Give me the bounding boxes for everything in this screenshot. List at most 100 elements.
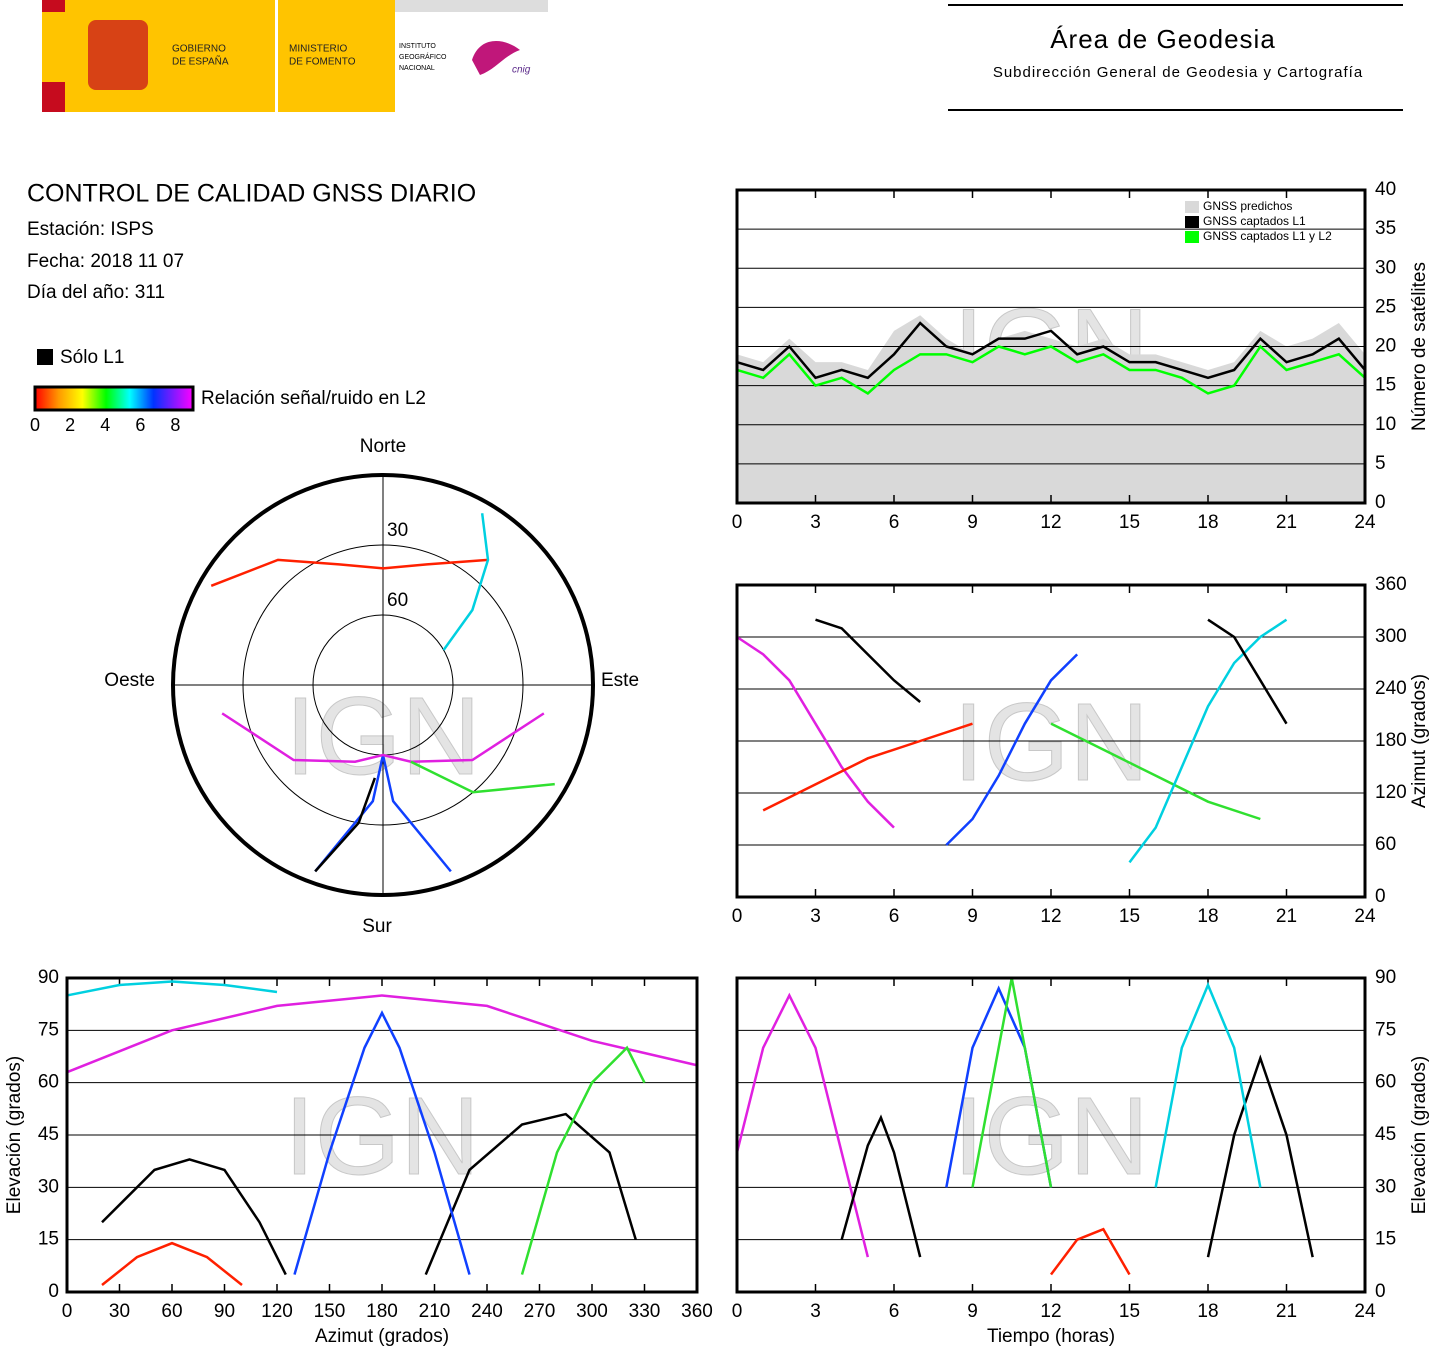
y-tick-label: 60	[38, 1072, 59, 1093]
track	[736, 635, 895, 829]
snr-label: Relación señal/ruido en L2	[201, 388, 426, 409]
plot-frame	[735, 583, 1367, 899]
y-tick-label: 20	[1375, 336, 1396, 357]
y-tick-label: 35	[1375, 218, 1396, 239]
track	[736, 321, 1366, 380]
date: Fecha: 2018 11 07	[27, 251, 184, 272]
track	[442, 513, 490, 651]
y-tick-label: 40	[1375, 179, 1396, 200]
cnig-text: cnig	[512, 65, 531, 76]
ign-text: GEOGRÁFICO	[399, 52, 447, 61]
x-tick-label: 15	[1119, 906, 1140, 927]
x-tick-label: 21	[1276, 906, 1297, 927]
x-tick-label: 15	[1119, 512, 1140, 533]
watermark: IGN	[953, 1075, 1149, 1198]
track	[815, 618, 921, 703]
x-tick-label: 12	[1040, 906, 1061, 927]
y-axis-label: Azimut (grados)	[1409, 674, 1430, 808]
x-tick-label: 270	[524, 1301, 556, 1322]
x-tick-label: 300	[576, 1301, 608, 1322]
x-tick-label: 3	[810, 512, 821, 533]
ministry-text: DE FOMENTO	[289, 57, 356, 68]
x-tick-label: 9	[967, 512, 978, 533]
track	[1154, 981, 1262, 1188]
x-tick-label: 18	[1197, 512, 1218, 533]
y-axis-label: Número de satélites	[1409, 262, 1430, 431]
direction-label: Sur	[362, 916, 392, 937]
gov-text: GOBIERNO	[172, 44, 226, 55]
snr-tick-label: 2	[65, 415, 75, 435]
watermark: IGN	[284, 1075, 480, 1198]
snr-tick-label: 4	[100, 415, 110, 435]
track	[1207, 618, 1288, 725]
cnig-mark	[472, 40, 520, 75]
x-tick-label: 240	[471, 1301, 503, 1322]
x-tick-label: 24	[1354, 906, 1376, 927]
track	[1128, 618, 1288, 864]
y-axis-label: Elevación (grados)	[4, 1056, 25, 1214]
area-subtitle: Subdirección General de Geodesia y Carto…	[993, 64, 1363, 81]
ign-strip	[395, 0, 548, 12]
elevation-ring	[242, 544, 524, 826]
track	[101, 1158, 287, 1276]
ign-text: NACIONAL	[399, 65, 435, 72]
y-tick-label: 300	[1375, 626, 1407, 647]
y-tick-label: 90	[38, 967, 59, 988]
y-tick-label: 30	[1375, 257, 1396, 278]
x-tick-label: 21	[1276, 512, 1297, 533]
track	[221, 712, 545, 763]
y-tick-label: 0	[48, 1281, 59, 1302]
l1-only-swatch	[37, 349, 53, 365]
x-tick-label: 210	[419, 1301, 451, 1322]
x-tick-label: 0	[732, 512, 743, 533]
x-tick-label: 360	[681, 1301, 713, 1322]
track	[520, 1045, 646, 1275]
y-tick-label: 30	[38, 1176, 59, 1197]
y-axis-label: Elevación (grados)	[1409, 1056, 1430, 1214]
gov-text: DE ESPAÑA	[172, 55, 229, 68]
track	[66, 994, 698, 1074]
x-tick-label: 12	[1040, 512, 1061, 533]
x-tick-label: 18	[1197, 1301, 1218, 1322]
y-tick-label: 75	[38, 1019, 59, 1040]
x-tick-label: 90	[214, 1301, 235, 1322]
y-tick-label: 0	[1375, 492, 1386, 513]
y-tick-label: 0	[1375, 1281, 1386, 1302]
x-tick-label: 0	[62, 1301, 73, 1322]
snr-tick-label: 6	[135, 415, 145, 435]
y-tick-label: 0	[1375, 886, 1386, 907]
snr-tick-label: 8	[170, 415, 180, 435]
l1-only-label: Sólo L1	[60, 347, 124, 368]
y-tick-label: 15	[1375, 1229, 1396, 1250]
track	[945, 653, 1079, 846]
y-tick-label: 5	[1375, 453, 1386, 474]
y-tick-label: 360	[1375, 574, 1407, 595]
x-tick-label: 21	[1276, 1301, 1297, 1322]
x-tick-label: 150	[314, 1301, 346, 1322]
track	[314, 777, 377, 873]
y-tick-label: 45	[38, 1124, 59, 1145]
y-tick-label: 60	[1375, 1072, 1396, 1093]
track	[840, 1114, 922, 1258]
y-tick-label: 180	[1375, 730, 1407, 751]
plot-frame	[65, 976, 699, 1294]
watermark: IGN	[953, 681, 1149, 804]
x-tick-label: 15	[1119, 1301, 1140, 1322]
x-tick-label: 120	[261, 1301, 293, 1322]
elevation-label: 30	[387, 520, 408, 541]
direction-label: Norte	[360, 436, 406, 457]
day-of-year: Día del año: 311	[27, 282, 165, 303]
x-tick-label: 6	[889, 512, 900, 533]
y-tick-label: 45	[1375, 1124, 1396, 1145]
flag-yellow	[42, 12, 65, 82]
legend-label: GNSS captados L1 y L2	[1203, 229, 1332, 243]
snr-colorbar	[33, 385, 195, 412]
y-tick-label: 240	[1375, 678, 1407, 699]
legend-swatch	[1185, 216, 1199, 228]
x-tick-label: 3	[810, 1301, 821, 1322]
track	[762, 722, 973, 812]
area	[737, 315, 1365, 503]
x-tick-label: 9	[967, 906, 978, 927]
ministry-text: MINISTERIO	[289, 44, 348, 55]
